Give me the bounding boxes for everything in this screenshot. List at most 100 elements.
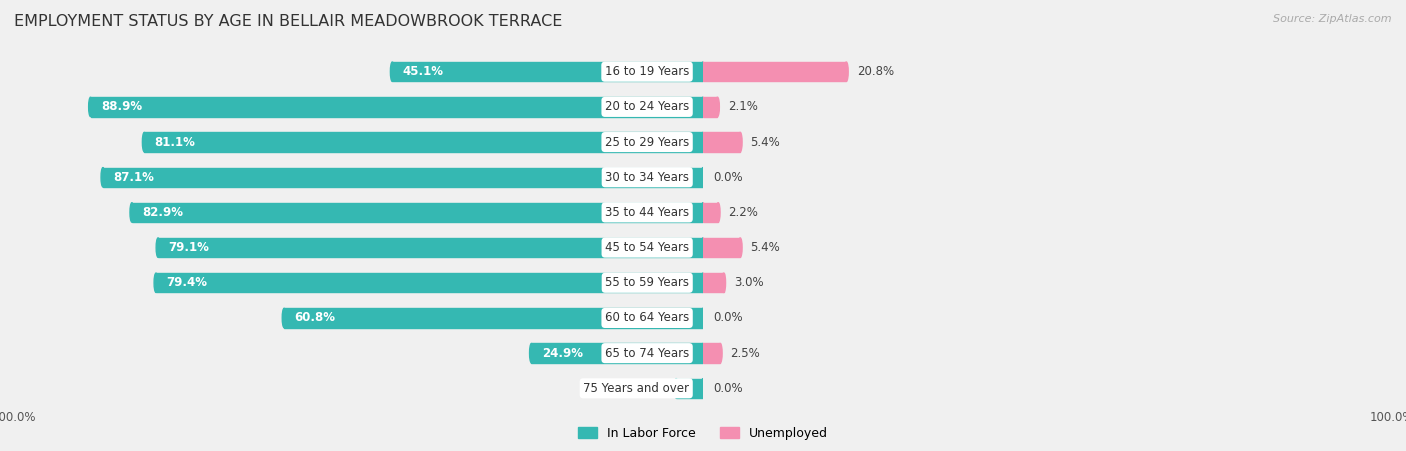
- Circle shape: [702, 133, 704, 152]
- Text: 25 to 29 Years: 25 to 29 Years: [605, 136, 689, 148]
- Bar: [703, 160, 1406, 195]
- Bar: [0, 195, 703, 230]
- Circle shape: [142, 133, 146, 152]
- Text: 5.4%: 5.4%: [751, 241, 780, 254]
- Circle shape: [702, 379, 704, 398]
- Text: 45 to 54 Years: 45 to 54 Years: [605, 241, 689, 254]
- Circle shape: [702, 203, 704, 222]
- Bar: [156, 273, 703, 292]
- Bar: [0, 160, 703, 195]
- Circle shape: [702, 62, 704, 81]
- Text: 20.8%: 20.8%: [856, 65, 894, 78]
- Text: 81.1%: 81.1%: [155, 136, 195, 148]
- Text: 0.0%: 0.0%: [713, 312, 742, 324]
- Circle shape: [101, 168, 105, 187]
- Bar: [703, 265, 1406, 300]
- Circle shape: [156, 238, 160, 257]
- Text: 24.9%: 24.9%: [541, 347, 583, 359]
- Circle shape: [702, 97, 704, 116]
- Bar: [0, 265, 703, 300]
- Text: 60 to 64 Years: 60 to 64 Years: [605, 312, 689, 324]
- Bar: [284, 308, 703, 327]
- Bar: [703, 371, 1406, 406]
- Bar: [90, 97, 703, 116]
- Text: 45.1%: 45.1%: [402, 65, 444, 78]
- Bar: [703, 54, 1406, 89]
- Text: 82.9%: 82.9%: [142, 206, 183, 219]
- Circle shape: [702, 308, 704, 327]
- Bar: [703, 230, 1406, 265]
- Text: 35 to 44 Years: 35 to 44 Years: [605, 206, 689, 219]
- Bar: [392, 62, 703, 81]
- Circle shape: [675, 379, 678, 398]
- Text: 79.1%: 79.1%: [169, 241, 209, 254]
- Text: 3.9%: 3.9%: [633, 382, 662, 395]
- Legend: In Labor Force, Unemployed: In Labor Force, Unemployed: [572, 422, 834, 445]
- Circle shape: [391, 62, 394, 81]
- Circle shape: [702, 238, 704, 257]
- Bar: [703, 273, 724, 292]
- Text: 55 to 59 Years: 55 to 59 Years: [605, 276, 689, 289]
- Bar: [0, 300, 703, 336]
- Text: 60.8%: 60.8%: [294, 312, 336, 324]
- Text: 5.4%: 5.4%: [751, 136, 780, 148]
- Circle shape: [89, 97, 93, 116]
- Circle shape: [702, 344, 704, 363]
- Circle shape: [716, 97, 720, 116]
- Text: 3.0%: 3.0%: [734, 276, 763, 289]
- Text: Source: ZipAtlas.com: Source: ZipAtlas.com: [1274, 14, 1392, 23]
- Circle shape: [702, 97, 704, 116]
- Circle shape: [702, 238, 704, 257]
- Circle shape: [283, 308, 285, 327]
- Bar: [703, 133, 740, 152]
- Bar: [703, 62, 846, 81]
- Bar: [703, 97, 717, 116]
- Bar: [703, 300, 1406, 336]
- Bar: [703, 336, 1406, 371]
- Bar: [703, 195, 1406, 230]
- Circle shape: [738, 133, 742, 152]
- Bar: [0, 89, 703, 124]
- Bar: [0, 371, 703, 406]
- Text: 2.1%: 2.1%: [728, 101, 758, 113]
- Bar: [703, 344, 720, 363]
- Text: 20 to 24 Years: 20 to 24 Years: [605, 101, 689, 113]
- Bar: [145, 133, 703, 152]
- Text: 0.0%: 0.0%: [713, 171, 742, 184]
- Bar: [132, 203, 703, 222]
- Bar: [0, 230, 703, 265]
- Text: 0.0%: 0.0%: [713, 382, 742, 395]
- Text: 65 to 74 Years: 65 to 74 Years: [605, 347, 689, 359]
- Circle shape: [702, 344, 704, 363]
- Circle shape: [718, 344, 723, 363]
- Text: 75 Years and over: 75 Years and over: [583, 382, 689, 395]
- Circle shape: [702, 133, 704, 152]
- Bar: [103, 168, 703, 187]
- Circle shape: [702, 273, 704, 292]
- Text: 87.1%: 87.1%: [114, 171, 155, 184]
- Bar: [0, 336, 703, 371]
- Circle shape: [702, 62, 704, 81]
- Bar: [0, 54, 703, 89]
- Circle shape: [129, 203, 134, 222]
- Circle shape: [716, 203, 720, 222]
- Bar: [703, 203, 718, 222]
- Bar: [676, 379, 703, 398]
- Text: 2.2%: 2.2%: [728, 206, 758, 219]
- Text: 16 to 19 Years: 16 to 19 Years: [605, 65, 689, 78]
- Bar: [703, 124, 1406, 160]
- Circle shape: [738, 238, 742, 257]
- Bar: [703, 89, 1406, 124]
- Circle shape: [155, 273, 157, 292]
- Circle shape: [721, 273, 725, 292]
- Text: EMPLOYMENT STATUS BY AGE IN BELLAIR MEADOWBROOK TERRACE: EMPLOYMENT STATUS BY AGE IN BELLAIR MEAD…: [14, 14, 562, 28]
- Bar: [157, 238, 703, 257]
- Bar: [703, 238, 740, 257]
- Circle shape: [702, 273, 704, 292]
- Text: 30 to 34 Years: 30 to 34 Years: [605, 171, 689, 184]
- Circle shape: [845, 62, 848, 81]
- Circle shape: [702, 203, 704, 222]
- Text: 2.5%: 2.5%: [731, 347, 761, 359]
- Bar: [0, 124, 703, 160]
- Text: 79.4%: 79.4%: [166, 276, 207, 289]
